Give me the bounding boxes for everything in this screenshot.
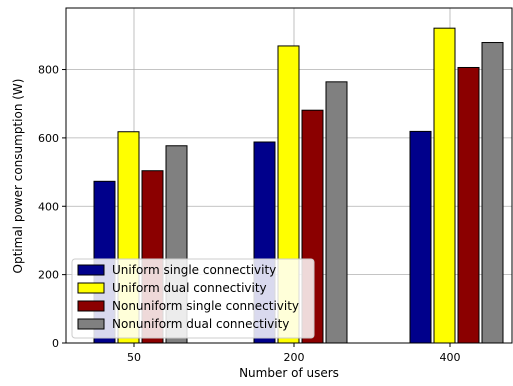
- legend-label: Nonuniform single connectivity: [112, 299, 299, 313]
- bar-uniform-dual-connectivity-400: [433, 27, 456, 344]
- legend-swatch: [77, 282, 105, 294]
- bar-nonuniform-dual-connectivity-400: [481, 42, 504, 344]
- bar-uniform-single-connectivity-400: [409, 130, 432, 344]
- x-tick-label: 400: [440, 351, 461, 364]
- y-tick-label: 600: [38, 132, 59, 145]
- y-tick-label: 0: [52, 337, 59, 350]
- y-tick-label: 800: [38, 64, 59, 77]
- y-tick-label: 200: [38, 269, 59, 282]
- legend-swatch: [77, 318, 105, 330]
- bar-nonuniform-dual-connectivity-200: [325, 81, 348, 344]
- legend-label: Uniform single connectivity: [112, 263, 276, 277]
- y-axis-label: Optimal power consumption (W): [11, 79, 25, 274]
- plot-frame: [65, 7, 513, 344]
- legend-label: Uniform dual connectivity: [112, 281, 267, 295]
- x-tick-label: 50: [127, 351, 141, 364]
- legend-box: [71, 258, 315, 339]
- bar-nonuniform-single-connectivity-400: [457, 66, 480, 344]
- axes: 0 200 400 600 800 50 200 400: [38, 64, 461, 364]
- y-tick-label: 400: [38, 200, 59, 213]
- legend-swatch: [77, 264, 105, 276]
- legend: Uniform single connectivity Uniform dual …: [71, 258, 315, 339]
- x-axis-label: Number of users: [239, 366, 339, 380]
- legend-label: Nonuniform dual connectivity: [112, 317, 289, 331]
- legend-swatch: [77, 300, 105, 312]
- x-tick-label: 200: [284, 351, 305, 364]
